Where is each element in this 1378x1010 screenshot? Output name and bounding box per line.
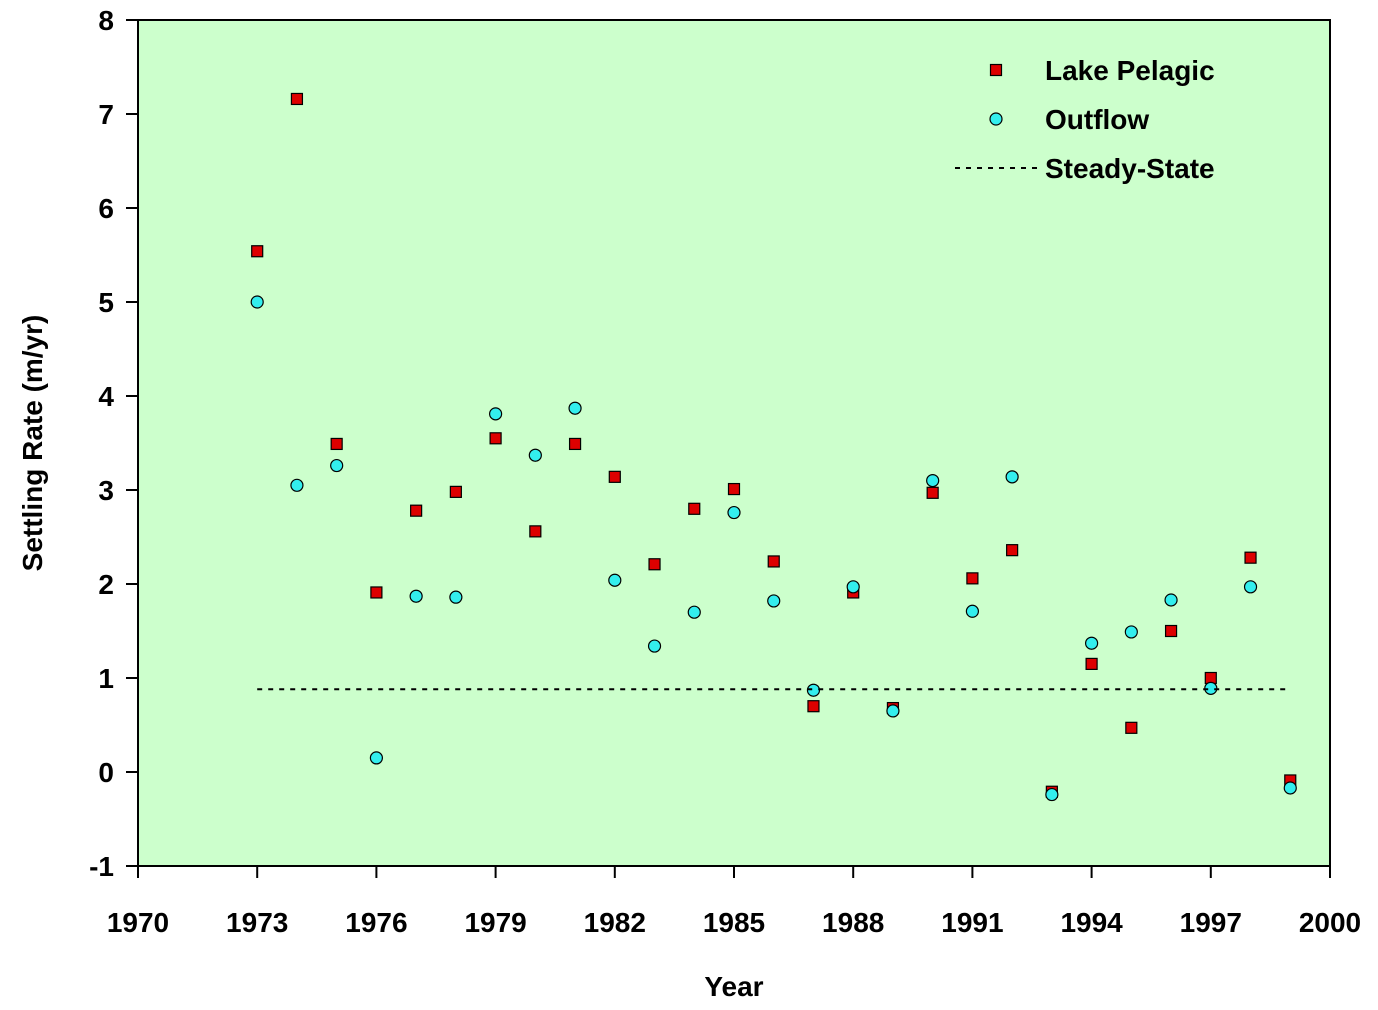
data-point <box>529 525 542 538</box>
data-point <box>648 558 661 571</box>
y-tick-label: -1 <box>89 851 114 882</box>
data-point <box>966 572 979 585</box>
data-point <box>489 407 503 421</box>
data-point <box>727 505 741 520</box>
y-tick-label: 8 <box>98 5 114 36</box>
x-axis-title: Year <box>704 971 763 1002</box>
data-point <box>1006 544 1019 557</box>
data-point <box>290 478 304 492</box>
x-tick-label: 1979 <box>464 907 526 938</box>
x-tick-label: 1982 <box>584 907 646 938</box>
data-point <box>290 92 304 106</box>
data-point <box>688 502 701 515</box>
data-point <box>449 590 463 604</box>
y-tick-label: 7 <box>98 99 114 130</box>
data-point <box>370 586 383 599</box>
x-tick-label: 1988 <box>822 907 884 938</box>
data-point <box>965 604 980 618</box>
y-tick-label: 0 <box>98 757 114 788</box>
data-point <box>807 700 820 713</box>
y-tick-label: 1 <box>98 663 114 694</box>
data-point <box>767 594 781 608</box>
legend-marker <box>989 112 1003 126</box>
data-point <box>251 245 264 258</box>
data-point <box>687 605 701 619</box>
data-point <box>1124 625 1138 639</box>
plot-area <box>137 19 1331 867</box>
data-point <box>1244 551 1257 564</box>
data-point <box>250 295 264 309</box>
x-tick-label: 1991 <box>941 907 1003 938</box>
data-point <box>767 555 780 568</box>
data-point <box>1164 593 1178 607</box>
data-point <box>410 504 423 517</box>
data-point <box>1084 636 1099 650</box>
data-point <box>568 437 582 451</box>
y-tick-label: 3 <box>98 475 114 506</box>
data-point <box>568 401 582 415</box>
data-point <box>926 474 940 488</box>
legend-label: Outflow <box>1045 104 1149 135</box>
y-tick-label: 6 <box>98 193 114 224</box>
y-tick-label: 2 <box>98 569 114 600</box>
data-point <box>608 470 621 483</box>
data-point <box>409 589 423 603</box>
data-point <box>1085 657 1098 671</box>
data-point <box>489 432 502 445</box>
data-point <box>647 639 662 653</box>
data-point <box>330 458 344 473</box>
data-point <box>727 482 741 496</box>
data-point <box>1164 624 1178 638</box>
legend-label: Steady-State <box>1045 153 1215 184</box>
data-point <box>1005 470 1019 484</box>
data-point <box>926 486 939 499</box>
x-tick-label: 1994 <box>1060 907 1123 938</box>
data-point <box>1283 781 1297 795</box>
data-point <box>449 485 462 498</box>
x-tick-label: 1976 <box>345 907 407 938</box>
data-point <box>1243 580 1258 594</box>
data-point <box>886 704 900 718</box>
data-point <box>1125 721 1138 734</box>
data-point <box>608 573 622 587</box>
x-tick-label: 1985 <box>703 907 765 938</box>
y-tick-label: 4 <box>98 381 114 412</box>
x-tick-label: 1973 <box>226 907 288 938</box>
x-tick-label: 2000 <box>1299 907 1361 938</box>
data-point <box>1045 787 1059 802</box>
data-point <box>369 751 383 765</box>
data-point <box>330 437 343 451</box>
x-tick-label: 1997 <box>1180 907 1242 938</box>
y-tick-label: 5 <box>98 287 114 318</box>
legend-marker <box>989 63 1003 77</box>
data-point <box>846 580 860 594</box>
data-point <box>528 448 542 462</box>
x-tick-label: 1970 <box>107 907 169 938</box>
legend-label: Lake Pelagic <box>1045 55 1215 86</box>
y-axis-title: Settling Rate (m/yr) <box>17 315 48 572</box>
